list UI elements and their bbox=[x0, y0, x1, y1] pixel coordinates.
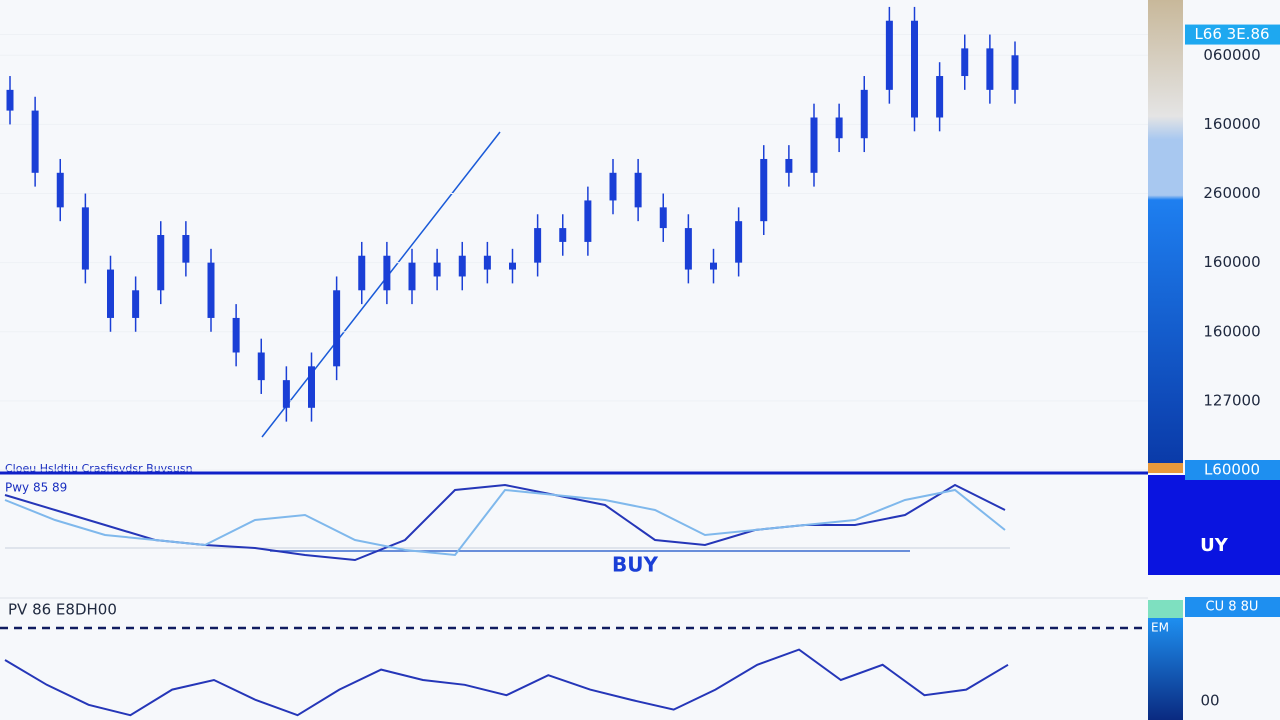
candle-body bbox=[936, 76, 944, 118]
candle-body bbox=[810, 117, 818, 173]
candle-body bbox=[207, 262, 215, 318]
y-tick-label: L66 3E.86 bbox=[1194, 25, 1269, 43]
candle-body bbox=[31, 110, 39, 173]
candle-body bbox=[6, 89, 14, 111]
price-strip bbox=[1148, 0, 1183, 465]
candle-body bbox=[710, 262, 717, 270]
panel3-strip-top bbox=[1148, 600, 1183, 618]
candle-body bbox=[483, 255, 491, 270]
candle-body bbox=[986, 48, 994, 90]
y-tick-label: L60000 bbox=[1204, 461, 1260, 479]
candle-body bbox=[282, 380, 290, 408]
panel3-side-label: 00 bbox=[1200, 692, 1219, 710]
candle-body bbox=[559, 228, 567, 242]
candle-body bbox=[961, 48, 969, 77]
candle-body bbox=[257, 352, 265, 381]
candle-body bbox=[860, 89, 868, 139]
candle-body bbox=[433, 262, 441, 277]
panel3-side-label: CU 8 8U bbox=[1206, 600, 1259, 615]
buy-label: BUY bbox=[612, 553, 658, 577]
panel2-title: Cloeu Hsldtiu Crasfisvdsr Buvsusn bbox=[5, 462, 193, 475]
candle-body bbox=[157, 235, 165, 291]
y-tick-label: 160000 bbox=[1203, 322, 1260, 340]
candle-body bbox=[107, 269, 114, 318]
panel3-strip bbox=[1148, 618, 1183, 720]
candle-body bbox=[408, 262, 416, 291]
trend-line bbox=[261, 131, 501, 438]
candle-body bbox=[383, 255, 391, 291]
candle-body bbox=[56, 172, 64, 208]
candle-body bbox=[1011, 55, 1019, 90]
candle-body bbox=[835, 117, 843, 139]
candle-body bbox=[760, 158, 768, 222]
panel2-subtitle: Pwy 85 89 bbox=[5, 481, 67, 495]
y-tick-label: 060000 bbox=[1203, 46, 1260, 64]
price-badge bbox=[1185, 460, 1280, 480]
panel2-side-label: UY bbox=[1200, 535, 1229, 556]
candle-body bbox=[458, 255, 466, 277]
panel3-side-label: EM bbox=[1151, 621, 1169, 635]
y-tick-label: 260000 bbox=[1203, 184, 1260, 202]
panel2-strip bbox=[1148, 475, 1280, 575]
y-tick-label: 160000 bbox=[1203, 115, 1260, 133]
candle-body bbox=[534, 228, 542, 263]
candle-body bbox=[308, 366, 315, 408]
candle-body bbox=[609, 172, 617, 201]
y-tick-label: 127000 bbox=[1203, 391, 1260, 409]
candle-body bbox=[232, 317, 240, 353]
candle-body bbox=[584, 200, 592, 242]
panel3-title: PV 86 E8DH00 bbox=[8, 601, 117, 619]
candle-body bbox=[182, 235, 190, 263]
candle-body bbox=[358, 255, 366, 291]
candle-body bbox=[659, 207, 667, 229]
candle-body bbox=[785, 158, 793, 173]
candle-body bbox=[81, 207, 89, 270]
candle-body bbox=[634, 172, 642, 208]
indicator-line bbox=[4, 648, 1009, 717]
indicator-line bbox=[4, 488, 1006, 557]
y-tick-label: 160000 bbox=[1203, 253, 1260, 271]
candle-body bbox=[509, 262, 516, 270]
candle-body bbox=[684, 228, 692, 270]
price-strip-marker bbox=[1148, 463, 1183, 473]
candle-body bbox=[735, 221, 743, 263]
candle-body bbox=[885, 20, 893, 90]
plot-bg bbox=[0, 0, 1148, 720]
candle-body bbox=[333, 290, 341, 367]
price-badge bbox=[1185, 24, 1280, 45]
panel3-badge bbox=[1185, 597, 1280, 617]
candle-body bbox=[132, 290, 140, 318]
candle-body bbox=[911, 20, 918, 118]
